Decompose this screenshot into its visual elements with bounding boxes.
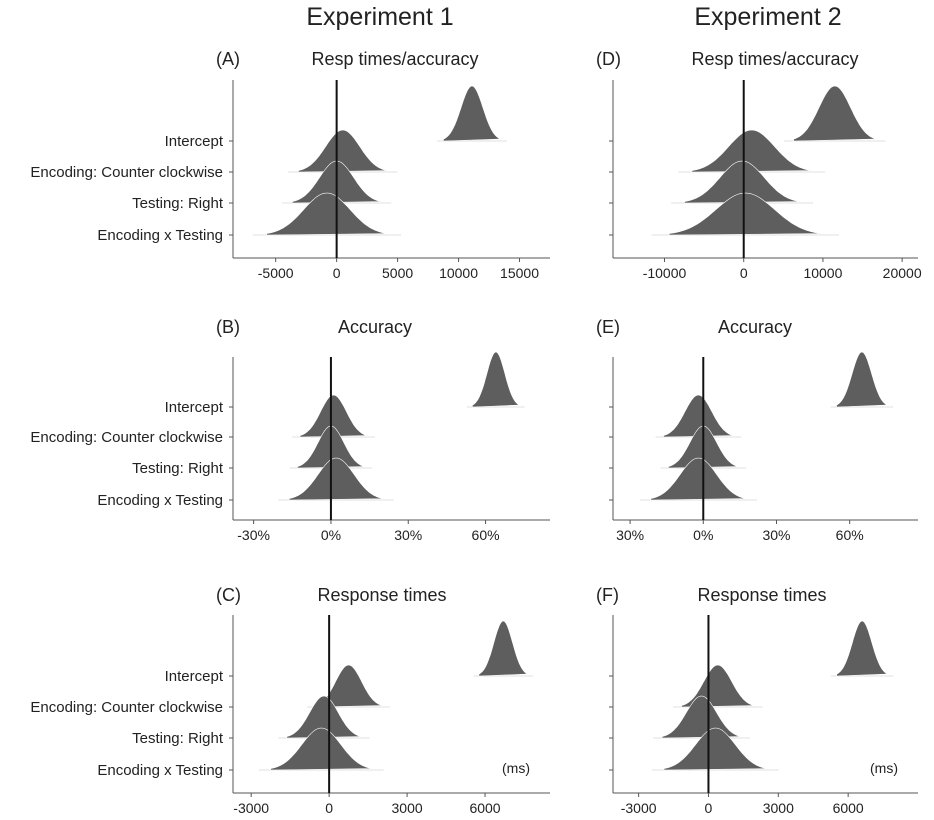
x-tick-label: 30%: [394, 527, 422, 543]
density-intercept: [443, 85, 501, 142]
row-label: Encoding x Testing: [97, 227, 223, 244]
row-label: Testing: Right: [132, 195, 224, 212]
panel-b: (B) Accuracy -30% 0% 30% 60% Intercept Encoding…: [30, 317, 550, 543]
x-tick-label: 60%: [472, 527, 500, 543]
panel-title: Accuracy: [338, 317, 412, 337]
row-label: Encoding: Counter clockwise: [30, 164, 223, 181]
x-tick-label: 0%: [321, 527, 341, 543]
x-tick-label: 10000: [803, 265, 842, 281]
density-encoding-counter-clockwise: [681, 664, 755, 708]
x-tick-label: -30%: [237, 527, 270, 543]
x-tick-label: 0: [333, 265, 341, 281]
density-encoding-x-testing: [668, 192, 822, 236]
x-tick-label: -10000: [643, 265, 687, 281]
x-tick-label: -3000: [233, 800, 269, 816]
panel-letter: (E): [596, 317, 620, 337]
density-testing-right: [286, 695, 362, 739]
panel-letter: (D): [596, 49, 621, 69]
density-encoding-x-testing: [270, 727, 373, 771]
x-tick-label: 0: [325, 800, 333, 816]
density-encoding-x-testing: [288, 457, 384, 501]
density-intercept: [472, 351, 520, 408]
panel-title: Response times: [317, 585, 446, 605]
x-tick-label: 3000: [763, 800, 794, 816]
x-tick-label: 30%: [762, 527, 790, 543]
unit-label: (ms): [502, 760, 530, 776]
row-label: Testing: Right: [132, 460, 224, 477]
x-tick-label: 0: [740, 265, 748, 281]
density-testing-right: [684, 160, 800, 204]
panel-f: (F) Response times -3000 0 3000 6000 (ms): [596, 585, 918, 816]
experiment-1-title: Experiment 1: [306, 3, 453, 31]
panel-letter: (F): [596, 585, 619, 605]
x-tick-label: -5000: [258, 265, 294, 281]
row-label: Encoding: Counter clockwise: [30, 699, 223, 716]
x-tick-label: 15000: [500, 265, 539, 281]
x-tick-label: 5000: [382, 265, 413, 281]
x-tick-label: 6000: [469, 800, 500, 816]
density-encoding-x-testing: [663, 727, 767, 771]
density-encoding-counter-clockwise: [663, 394, 734, 438]
panel-letter: (C): [216, 585, 241, 605]
density-encoding-x-testing: [266, 192, 388, 236]
density-intercept: [836, 620, 888, 677]
x-tick-label: 30%: [616, 527, 644, 543]
x-tick-label: 6000: [833, 800, 864, 816]
x-tick-label: 60%: [836, 527, 864, 543]
x-tick-label: 3000: [392, 800, 423, 816]
density-intercept: [836, 351, 888, 408]
row-label: Encoding x Testing: [97, 762, 223, 779]
experiment-2-title: Experiment 2: [694, 3, 841, 31]
panel-title: Accuracy: [718, 317, 792, 337]
row-label: Testing: Right: [132, 730, 224, 747]
density-testing-right: [661, 695, 741, 739]
panel-title: Resp times/accuracy: [311, 49, 478, 69]
unit-label: (ms): [870, 760, 898, 776]
x-tick-label: 20000: [883, 265, 922, 281]
x-tick-label: -3000: [621, 800, 657, 816]
row-label: Intercept: [165, 133, 224, 150]
row-label: Intercept: [165, 668, 224, 685]
x-tick-label: 0%: [693, 527, 713, 543]
density-encoding-counter-clockwise: [299, 394, 368, 438]
row-label: Encoding x Testing: [97, 492, 223, 509]
x-tick-label: 0: [705, 800, 713, 816]
panel-e: (E) Accuracy 30% 0% 30% 60%: [596, 317, 918, 543]
panel-title: Response times: [697, 585, 826, 605]
x-tick-label: 10000: [439, 265, 478, 281]
density-intercept: [793, 85, 877, 142]
panel-c: (C) Response times -3000 0 3000 6000 Intercept…: [30, 585, 550, 816]
panel-d: (D) Resp times/accuracy -10000 0 10000 20000: [596, 49, 922, 281]
density-encoding-x-testing: [650, 457, 747, 501]
density-encoding-counter-clockwise: [298, 129, 388, 173]
row-label: Encoding: Counter clockwise: [30, 429, 223, 446]
density-intercept: [478, 620, 528, 677]
panel-letter: (A): [216, 49, 240, 69]
panel-letter: (B): [216, 317, 240, 337]
density-encoding-counter-clockwise: [691, 129, 812, 173]
panel-title: Resp times/accuracy: [691, 49, 858, 69]
panel-a: (A) Resp times/accuracy -5000 0 5000 10000 150…: [30, 49, 550, 281]
row-label: Intercept: [165, 399, 224, 416]
